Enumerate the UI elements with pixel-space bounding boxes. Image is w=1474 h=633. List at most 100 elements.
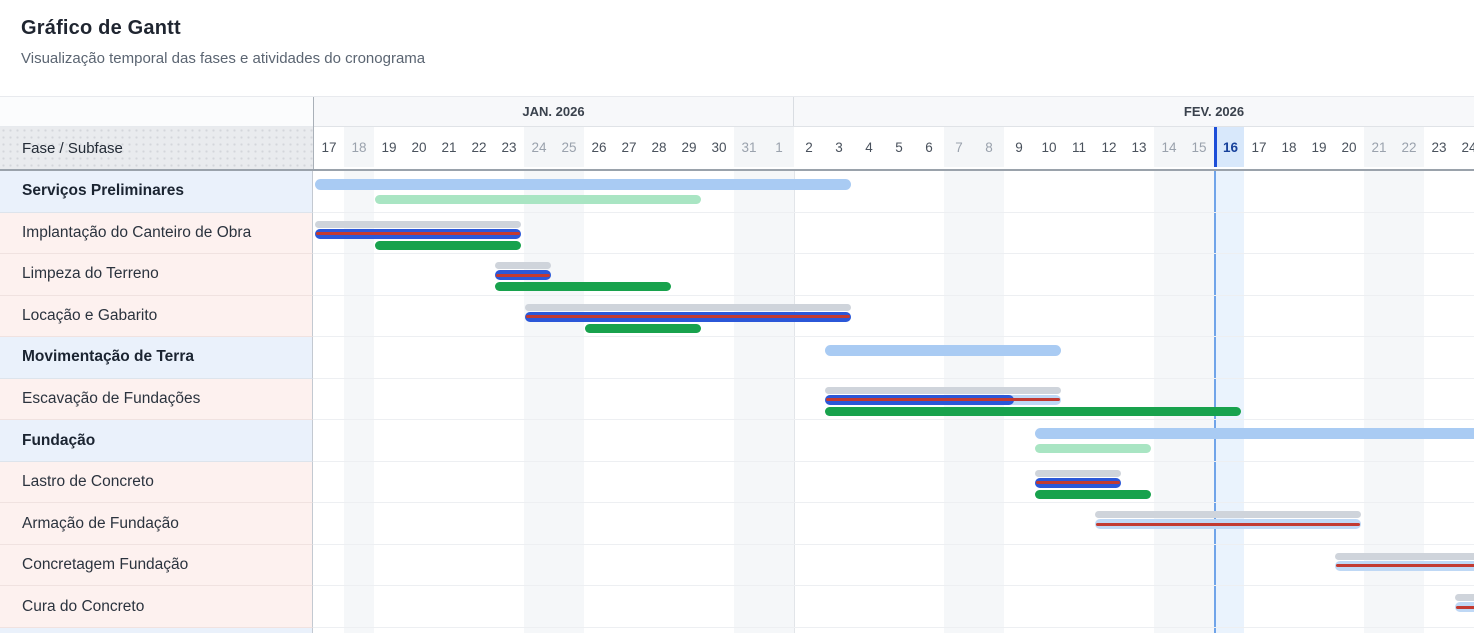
day-header-cell: 17: [1251, 139, 1267, 155]
day-header-cell: 6: [925, 139, 933, 155]
gantt-bar-baseline[interactable]: [315, 220, 521, 228]
weekend-band: [344, 171, 374, 633]
day-header-cell: 2: [805, 139, 813, 155]
gantt-row: Implantação do Canteiro de Obra: [0, 212, 1474, 255]
day-header-cell: 23: [501, 139, 517, 155]
row-label-phase[interactable]: Movimentação de Terra: [0, 337, 313, 379]
day-header-cell: 19: [1311, 139, 1327, 155]
gantt-bar-planned[interactable]: [1035, 477, 1121, 488]
row-track: [313, 628, 1474, 633]
gantt-bar-baseline[interactable]: [525, 303, 851, 311]
day-header-cell: 19: [381, 139, 397, 155]
row-track: [313, 337, 1474, 379]
gantt-bar-actual[interactable]: [1035, 489, 1151, 499]
row-track: [313, 545, 1474, 587]
month-row: JAN. 2026 FEV. 2026: [314, 97, 1474, 127]
corner-label: Fase / Subfase: [0, 127, 313, 169]
row-label-subphase[interactable]: Concretagem Fundação: [0, 544, 313, 587]
gantt-bar-actual[interactable]: [825, 406, 1241, 416]
row-label-phase[interactable]: Serviços Preliminares: [0, 171, 313, 213]
gantt-row: Armação de Fundação: [0, 503, 1474, 545]
gantt-row: Escavação de Fundações: [0, 378, 1474, 421]
day-header-cell: 14: [1154, 127, 1184, 167]
day-header-cell: 25: [554, 127, 584, 167]
phase-bar-actual[interactable]: [375, 195, 701, 204]
gantt-bar-critical-line: [316, 232, 520, 236]
gantt-bar-baseline[interactable]: [1095, 511, 1361, 519]
gantt-bar-baseline[interactable]: [495, 262, 551, 270]
day-header-cell: 31: [734, 127, 764, 167]
row-track: [313, 213, 1474, 255]
gantt-bar-planned[interactable]: [1455, 602, 1474, 613]
gantt-bar-critical-line: [1456, 605, 1474, 609]
day-header-cell: 24: [1461, 139, 1474, 155]
gantt-header: Fase / Subfase JAN. 2026 FEV. 2026 17 18 19…: [0, 97, 1474, 171]
day-header-cell: 11: [1071, 139, 1086, 155]
row-label-phase[interactable]: Fundação: [0, 420, 313, 462]
month-header-cell: JAN. 2026: [314, 97, 794, 126]
gantt-row: Limpeza do Terreno: [0, 254, 1474, 296]
phase-bar-planned[interactable]: [315, 179, 851, 190]
gantt-bar-baseline[interactable]: [825, 386, 1061, 394]
gantt-bar-planned[interactable]: [525, 311, 851, 322]
day-header-cell: 21: [1364, 127, 1394, 167]
day-header-cell: 27: [621, 139, 637, 155]
gantt-bar-baseline[interactable]: [1335, 552, 1474, 560]
gantt-rows: Serviços Preliminares Implantação do Cant…: [0, 171, 1474, 633]
gantt-row: Concretagem Fundação: [0, 544, 1474, 587]
weekend-band: [554, 171, 584, 633]
row-track: [313, 462, 1474, 504]
page-title: Gráfico de Gantt: [21, 17, 181, 39]
day-header-cell: 7: [944, 127, 974, 167]
day-header-cell: 18: [1281, 139, 1297, 155]
gantt-bar-planned[interactable]: [825, 394, 1061, 405]
phase-bar-planned[interactable]: [1035, 428, 1474, 440]
row-label-subphase[interactable]: Limpeza do Terreno: [0, 254, 313, 296]
month-header-cell: FEV. 2026: [1183, 104, 1245, 119]
row-track: [313, 296, 1474, 338]
day-header-cell: 3: [835, 139, 843, 155]
day-header-cell: 28: [651, 139, 667, 155]
table-corner: Fase / Subfase: [0, 97, 314, 169]
timeline-header: JAN. 2026 FEV. 2026 17 18 19 20 21 22 23 24 25 26 2…: [314, 97, 1474, 169]
day-row: 17 18 19 20 21 22 23 24 25 26 27 28 29 30 31 1 2 3 4 5 6 7 8 9 1…: [314, 127, 1474, 167]
gantt-body: Serviços Preliminares Implantação do Cant…: [0, 171, 1474, 633]
day-header-cell: 30: [711, 139, 727, 155]
gantt-bar-actual[interactable]: [375, 240, 521, 250]
gantt-row: Cura do Concreto: [0, 586, 1474, 629]
gantt-bar-actual[interactable]: [495, 282, 671, 292]
row-label-subphase[interactable]: Armação de Fundação: [0, 503, 313, 545]
day-header-cell: 13: [1131, 139, 1147, 155]
day-header-cell: 20: [1341, 139, 1357, 155]
phase-bar-actual[interactable]: [1035, 444, 1151, 454]
day-header-cell: 16: [1214, 127, 1244, 167]
day-header-cell: 29: [681, 139, 697, 155]
row-track: [313, 420, 1474, 462]
gantt-bar-planned[interactable]: [1335, 560, 1474, 571]
row-label-subphase[interactable]: Cura do Concreto: [0, 586, 313, 629]
today-column: [1214, 171, 1244, 633]
gantt-bar-planned[interactable]: [1095, 519, 1361, 530]
gantt-bar-baseline[interactable]: [1455, 594, 1474, 602]
phase-bar-planned[interactable]: [825, 345, 1061, 357]
gantt-bar-baseline[interactable]: [1035, 469, 1121, 477]
row-track: [313, 503, 1474, 545]
row-label-subphase[interactable]: Escavação de Fundações: [0, 378, 313, 421]
gantt-row: Movimentação de Terra: [0, 337, 1474, 379]
day-header-cell: 26: [591, 139, 607, 155]
gantt-row: [0, 628, 1474, 633]
corner-spacer: [0, 97, 313, 127]
gantt-bar-critical-line: [496, 273, 550, 277]
row-label-subphase[interactable]: Lastro de Concreto: [0, 461, 313, 504]
row-label-subphase[interactable]: Implantação do Canteiro de Obra: [0, 212, 313, 255]
row-label-subphase[interactable]: Locação e Gabarito: [0, 295, 313, 338]
gantt-bar-planned[interactable]: [495, 270, 551, 281]
gantt-bar-actual[interactable]: [585, 323, 701, 333]
gantt-row: Fundação: [0, 420, 1474, 462]
row-label-phase[interactable]: [0, 628, 313, 633]
gantt-bar-critical-line: [1336, 564, 1474, 568]
gantt-bar-planned[interactable]: [315, 228, 521, 239]
page-header: Gráfico de Gantt Visualização temporal d…: [0, 0, 1474, 97]
day-header-cell: 5: [895, 139, 903, 155]
